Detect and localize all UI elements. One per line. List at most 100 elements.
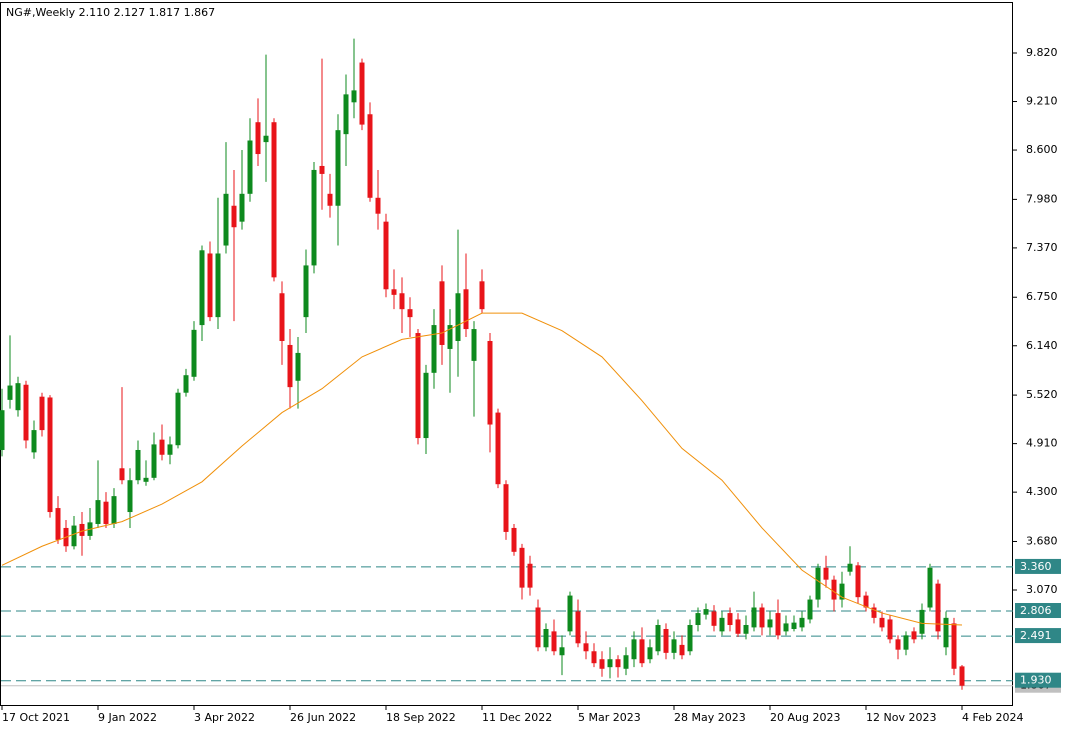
candle-body bbox=[231, 205, 237, 228]
candle-body bbox=[279, 293, 285, 341]
candle-body bbox=[839, 583, 845, 600]
x-tick-label: 18 Sep 2022 bbox=[386, 711, 456, 724]
candle-body bbox=[623, 655, 629, 669]
candle-body bbox=[799, 617, 805, 628]
candle-body bbox=[783, 623, 789, 632]
candle-body bbox=[71, 525, 77, 547]
candle-body bbox=[655, 625, 661, 652]
y-tick-label: 6.750 bbox=[1026, 290, 1058, 303]
x-tick-label: 26 Jun 2022 bbox=[290, 711, 356, 724]
candle-body bbox=[831, 579, 837, 600]
candle-body bbox=[663, 628, 669, 653]
candle-body bbox=[39, 396, 45, 431]
candle-body bbox=[447, 325, 453, 349]
candle-body bbox=[743, 625, 749, 634]
candle-body bbox=[887, 619, 893, 640]
candle-body bbox=[647, 647, 653, 660]
candle-body bbox=[735, 619, 741, 634]
candle-body bbox=[551, 631, 557, 652]
candle-body bbox=[471, 329, 477, 361]
x-tick-label: 4 Feb 2024 bbox=[962, 711, 1023, 724]
level-box bbox=[1015, 672, 1061, 688]
y-tick-label: 4.910 bbox=[1026, 437, 1058, 450]
candle-body bbox=[503, 484, 509, 532]
candle-body bbox=[903, 635, 909, 650]
candle-body bbox=[0, 410, 5, 450]
x-tick-label: 28 May 2023 bbox=[674, 711, 746, 724]
candle-body bbox=[327, 193, 333, 206]
candle-body bbox=[519, 547, 525, 588]
candle-body bbox=[223, 193, 229, 246]
candle-body bbox=[111, 496, 117, 524]
candle-body bbox=[199, 250, 205, 326]
level-label: 1.930 bbox=[1020, 674, 1052, 687]
candle-body bbox=[479, 281, 485, 310]
candle-body bbox=[615, 659, 621, 668]
candle-body bbox=[959, 666, 965, 686]
candle-body bbox=[815, 567, 821, 600]
level-box bbox=[1015, 558, 1061, 574]
candle-body bbox=[119, 468, 125, 481]
candle-body bbox=[719, 617, 725, 632]
x-tick-label: 11 Dec 2022 bbox=[482, 711, 552, 724]
candle-body bbox=[511, 527, 517, 552]
candle-body bbox=[295, 352, 301, 381]
candle-body bbox=[47, 397, 53, 513]
x-tick-label: 3 Apr 2022 bbox=[194, 711, 255, 724]
y-tick-label: 9.820 bbox=[1026, 46, 1058, 59]
candle-body bbox=[31, 430, 37, 453]
candle-body bbox=[287, 344, 293, 388]
candle-body bbox=[687, 625, 693, 652]
candle-body bbox=[895, 639, 901, 650]
candle-body bbox=[191, 329, 197, 377]
candle-body bbox=[55, 508, 61, 540]
candle-body bbox=[463, 289, 469, 330]
candle-body bbox=[431, 325, 437, 373]
candle-body bbox=[543, 628, 549, 648]
candle-body bbox=[175, 392, 181, 446]
candle-body bbox=[255, 122, 261, 155]
candle-body bbox=[575, 611, 581, 644]
candle-body bbox=[343, 94, 349, 135]
candle-body bbox=[271, 122, 277, 278]
candle-body bbox=[311, 169, 317, 266]
candle-body bbox=[455, 293, 461, 341]
x-tick-label: 20 Aug 2023 bbox=[770, 711, 840, 724]
candle-body bbox=[319, 165, 325, 174]
candle-body bbox=[159, 439, 165, 455]
candle-body bbox=[103, 501, 109, 524]
candle-body bbox=[791, 622, 797, 629]
level-box bbox=[1015, 628, 1061, 644]
chart-title: NG#,Weekly 2.110 2.127 1.817 1.867 bbox=[6, 6, 215, 19]
candle-body bbox=[759, 607, 765, 628]
candle-body bbox=[263, 135, 269, 143]
candle-body bbox=[879, 617, 885, 628]
candle-body bbox=[695, 613, 701, 626]
candle-body bbox=[359, 62, 365, 125]
candle-body bbox=[727, 613, 733, 626]
candle-body bbox=[375, 197, 381, 214]
candle-body bbox=[79, 523, 85, 536]
candle-body bbox=[215, 253, 221, 318]
y-tick-label: 3.680 bbox=[1026, 534, 1058, 547]
candle-body bbox=[671, 639, 677, 653]
candle-body bbox=[943, 617, 949, 648]
candle-body bbox=[167, 444, 173, 455]
y-tick-label: 9.210 bbox=[1026, 95, 1058, 108]
candle-body bbox=[871, 607, 877, 618]
y-tick-label: 7.370 bbox=[1026, 241, 1058, 254]
candle-body bbox=[639, 639, 645, 664]
candle-body bbox=[855, 565, 861, 598]
candle-body bbox=[15, 383, 21, 411]
candle-body bbox=[383, 221, 389, 290]
x-tick-label: 5 Mar 2023 bbox=[578, 711, 641, 724]
candle-body bbox=[807, 599, 813, 620]
candle-body bbox=[247, 140, 253, 194]
y-tick-label: 3.070 bbox=[1026, 583, 1058, 596]
candle-body bbox=[495, 412, 501, 485]
candle-body bbox=[367, 114, 373, 198]
candle-body bbox=[935, 583, 941, 632]
candle-body bbox=[927, 567, 933, 608]
candle-body bbox=[143, 477, 149, 482]
